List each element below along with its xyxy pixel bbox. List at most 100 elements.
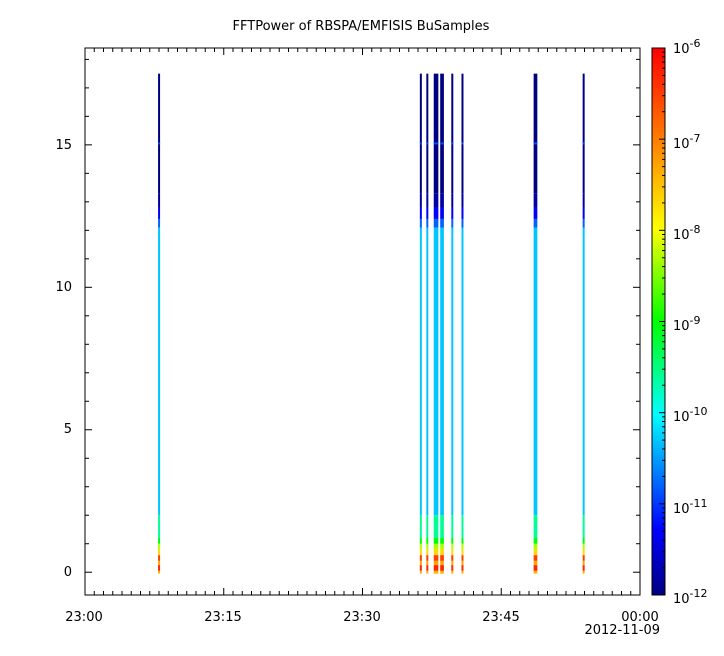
burst-0-band-11 bbox=[158, 193, 161, 208]
burst-6-band-9 bbox=[461, 218, 464, 228]
burst-4-band-3 bbox=[440, 555, 444, 561]
burst-3-band-0 bbox=[433, 570, 439, 574]
burst-5-band-7 bbox=[451, 515, 454, 539]
x-tick-label-2: 23:30 bbox=[343, 610, 380, 625]
burst-5-band-4 bbox=[451, 549, 454, 556]
burst-8-band-3 bbox=[582, 555, 585, 561]
burst-6-band-12 bbox=[461, 73, 464, 194]
burst-4 bbox=[440, 73, 444, 574]
y-axis-ticks bbox=[85, 58, 640, 573]
spectrogram-bursts bbox=[158, 73, 585, 574]
burst-5-band-10 bbox=[451, 207, 454, 219]
burst-1-band-5 bbox=[419, 543, 422, 550]
burst-5-band-9 bbox=[451, 218, 454, 228]
burst-3-band-2 bbox=[433, 560, 439, 566]
y-tick-label-1: 5 bbox=[64, 422, 72, 437]
burst-7-band-2 bbox=[533, 560, 538, 566]
burst-0-band-0 bbox=[158, 570, 161, 574]
burst-2-band-1 bbox=[426, 565, 429, 571]
burst-7-line bbox=[533, 142, 538, 145]
burst-4-band-10 bbox=[440, 207, 444, 219]
burst-3-band-6 bbox=[433, 538, 439, 544]
burst-2 bbox=[426, 73, 429, 574]
burst-5-band-0 bbox=[451, 570, 454, 574]
burst-3-band-5 bbox=[433, 543, 439, 550]
colorbar-label-2-exp: -8 bbox=[690, 223, 701, 236]
colorbar-label-6-exp: -12 bbox=[690, 587, 708, 600]
burst-4-band-4 bbox=[440, 549, 444, 556]
burst-7-band-1 bbox=[533, 565, 538, 571]
burst-2-band-2 bbox=[426, 560, 429, 566]
svg-text:10-8: 10-8 bbox=[673, 223, 701, 243]
burst-1-band-12 bbox=[419, 73, 422, 194]
burst-2-band-6 bbox=[426, 538, 429, 544]
burst-4-band-7 bbox=[440, 515, 444, 539]
colorbar-label-2-base: 10 bbox=[673, 228, 690, 243]
burst-8-band-4 bbox=[582, 549, 585, 556]
colorbar-label-3: 10-9 bbox=[673, 314, 701, 334]
colorbar-label-3-exp: -9 bbox=[690, 314, 701, 327]
svg-text:10-7: 10-7 bbox=[673, 132, 701, 152]
burst-1-band-3 bbox=[419, 555, 422, 561]
burst-5-band-12 bbox=[451, 73, 454, 194]
colorbar-label-5-exp: -11 bbox=[690, 497, 708, 510]
burst-4-band-11 bbox=[440, 193, 444, 208]
burst-8-band-6 bbox=[582, 538, 585, 544]
burst-0-line bbox=[158, 142, 161, 145]
burst-7-band-10 bbox=[533, 207, 538, 219]
burst-1-band-1 bbox=[419, 565, 422, 571]
burst-1-band-6 bbox=[419, 538, 422, 544]
burst-0-band-4 bbox=[158, 549, 161, 556]
svg-text:10-11: 10-11 bbox=[673, 497, 708, 517]
burst-8-band-9 bbox=[582, 218, 585, 228]
burst-3 bbox=[433, 73, 439, 574]
burst-8-band-12 bbox=[582, 73, 585, 194]
burst-2-band-0 bbox=[426, 570, 429, 574]
burst-3-band-7 bbox=[433, 515, 439, 539]
burst-7-band-3 bbox=[533, 555, 538, 561]
y-tick-label-2: 10 bbox=[55, 280, 72, 295]
burst-2-band-9 bbox=[426, 218, 429, 228]
burst-6-band-8 bbox=[461, 227, 464, 516]
burst-7-band-12 bbox=[533, 73, 538, 194]
burst-6-band-4 bbox=[461, 549, 464, 556]
burst-2-band-8 bbox=[426, 227, 429, 516]
burst-8-band-5 bbox=[582, 543, 585, 550]
colorbar-label-6-base: 10 bbox=[673, 592, 690, 607]
burst-3-band-1 bbox=[433, 565, 439, 571]
burst-0-band-5 bbox=[158, 543, 161, 550]
burst-2-band-3 bbox=[426, 555, 429, 561]
colorbar-label-3-base: 10 bbox=[673, 319, 690, 334]
burst-6-band-3 bbox=[461, 555, 464, 561]
burst-3-line bbox=[433, 142, 439, 145]
burst-0-band-6 bbox=[158, 538, 161, 544]
burst-8-band-7 bbox=[582, 515, 585, 539]
burst-4-band-1 bbox=[440, 565, 444, 571]
burst-4-band-12 bbox=[440, 73, 444, 194]
burst-5-band-6 bbox=[451, 538, 454, 544]
x-axis-ticks bbox=[84, 48, 641, 595]
burst-8-band-10 bbox=[582, 207, 585, 219]
burst-2-band-12 bbox=[426, 73, 429, 194]
burst-8-band-2 bbox=[582, 560, 585, 566]
colorbar-label-5-base: 10 bbox=[673, 502, 690, 517]
plot-area bbox=[84, 47, 641, 596]
burst-3-band-12 bbox=[433, 73, 439, 194]
burst-6-line bbox=[461, 142, 464, 145]
burst-1-band-0 bbox=[419, 570, 422, 574]
burst-1-band-4 bbox=[419, 549, 422, 556]
burst-3-band-8 bbox=[433, 227, 439, 516]
burst-8-band-11 bbox=[582, 193, 585, 208]
colorbar-label-0: 10-6 bbox=[673, 37, 701, 57]
burst-0-band-9 bbox=[158, 218, 161, 228]
burst-5-band-2 bbox=[451, 560, 454, 566]
burst-8-band-8 bbox=[582, 227, 585, 516]
burst-8-line bbox=[582, 142, 585, 145]
x-tick-label-0: 23:00 bbox=[65, 610, 102, 625]
burst-6-band-7 bbox=[461, 515, 464, 539]
burst-5-band-8 bbox=[451, 227, 454, 516]
burst-6 bbox=[461, 73, 464, 574]
burst-1-band-8 bbox=[419, 227, 422, 516]
burst-6-band-1 bbox=[461, 565, 464, 571]
colorbar-label-0-exp: -6 bbox=[690, 37, 701, 50]
